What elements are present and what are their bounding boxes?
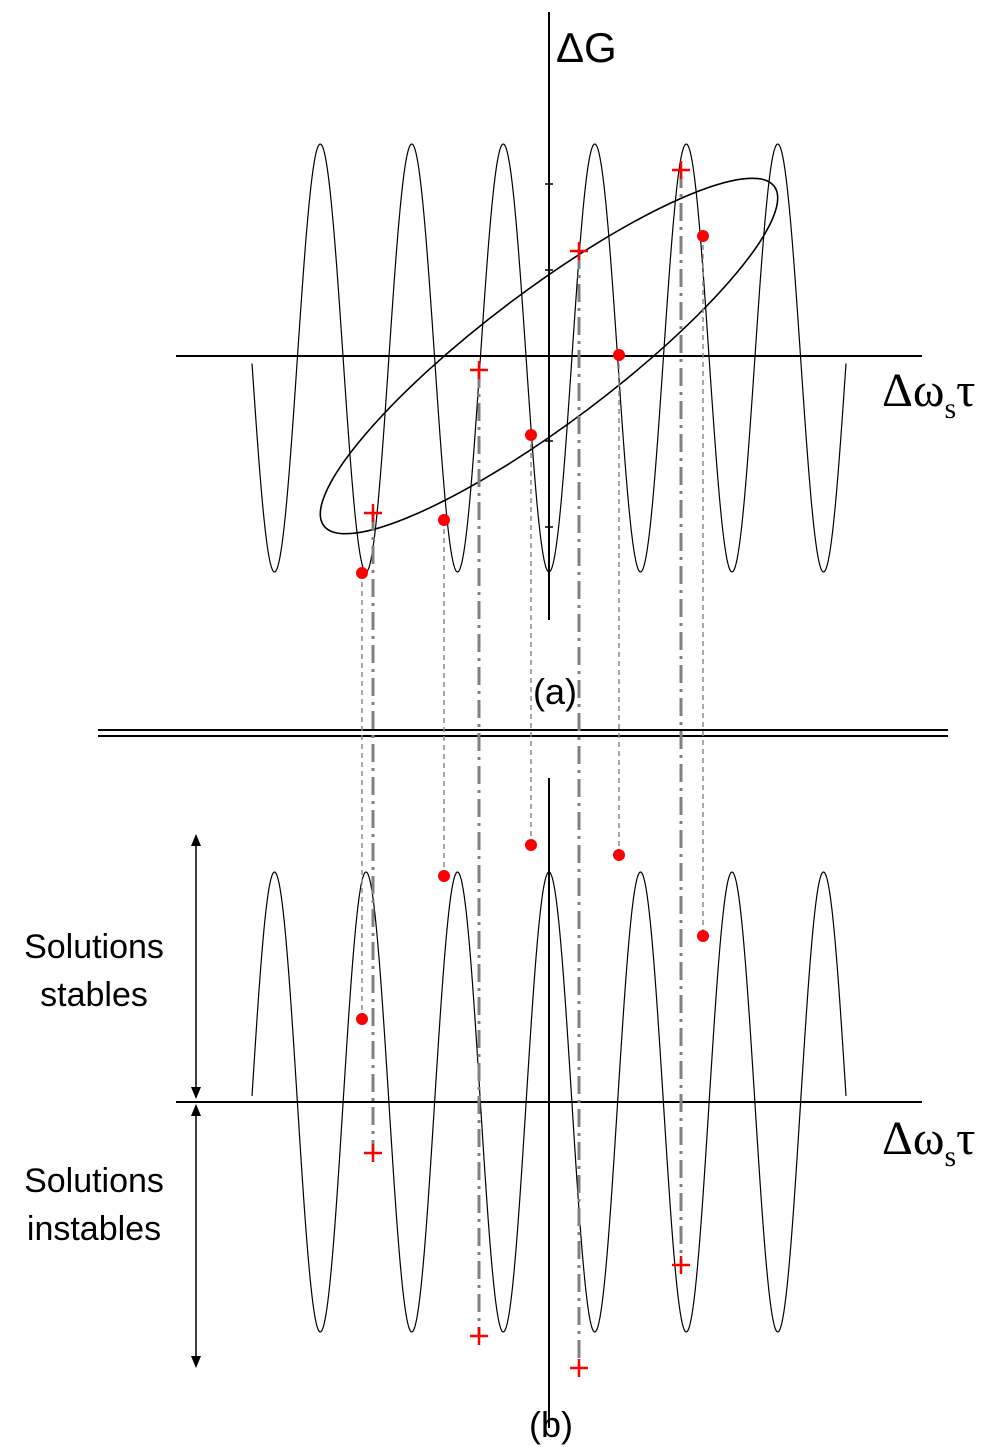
panel-a-x-axis-label: Δωsτ [882,364,975,425]
stable-solution-dot [525,839,537,851]
stable-solutions-label-line2: stables [40,976,148,1014]
stable-solution-dot [525,429,537,441]
stable-solution-dot [613,349,625,361]
unstable-solutions-label-line2: instables [27,1210,161,1248]
stable-solution-dot [356,1013,368,1025]
stable-solution-dot [697,230,709,242]
stable-solutions-label: Solutions [24,928,164,966]
unstable-solution-cross [570,242,588,260]
panel-b-caption: (b) [529,1404,573,1445]
unstable-solution-cross [364,504,382,522]
unstable-solution-cross [364,1144,382,1162]
unstable-solution-cross [570,1359,588,1377]
panel-a: ΔG Δωsτ (a) [176,12,975,712]
unstable-solution-cross [470,361,488,379]
panel-b-x-axis-label: Δωsτ [882,1112,975,1173]
stable-solution-dot [438,870,450,882]
panel-a-caption: (a) [533,671,577,712]
unstable-range-arrow [191,1104,201,1368]
unstable-solution-cross [672,161,690,179]
solution-markers [356,161,709,1377]
stable-solution-dot [438,514,450,526]
panel-a-y-axis-label: ΔG [556,24,617,71]
unstable-solutions-label: Solutions [24,1162,164,1200]
stable-solution-dot [613,849,625,861]
unstable-solution-cross [470,1327,488,1345]
panel-a-ellipse [319,177,779,535]
panel-b: Solutions stables Solutions instables Δω… [24,778,975,1445]
stable-solution-dot [356,567,368,579]
stable-range-arrow [191,834,201,1099]
panel-b-cosine-curve [251,871,847,1333]
guide-lines [361,170,704,1368]
stable-solution-dot [697,930,709,942]
panel-a-cosine-curve [251,143,847,573]
unstable-solution-cross [672,1256,690,1274]
